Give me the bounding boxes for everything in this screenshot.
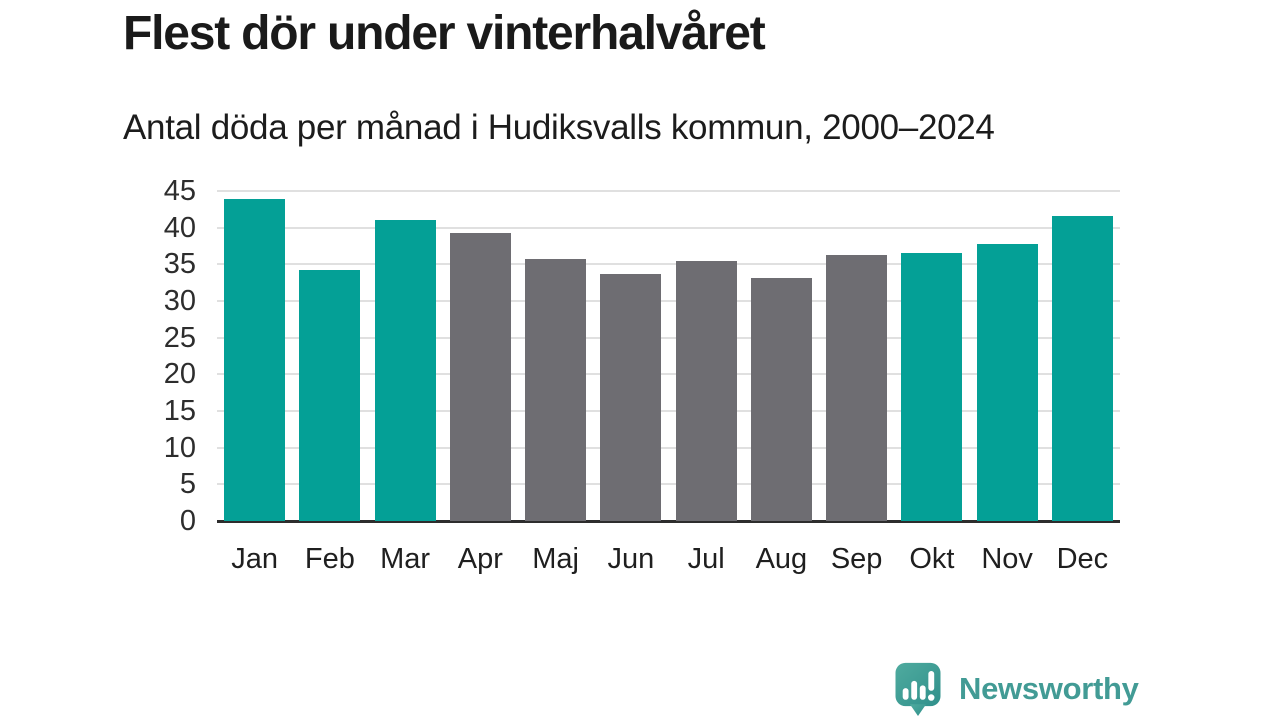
bar-nov — [976, 243, 1038, 521]
x-tick-label-feb: Feb — [304, 543, 355, 575]
y-tick-label-5: 5 — [179, 468, 196, 501]
brand-footer: Newsworthy — [891, 660, 1139, 718]
y-tick-label-20: 20 — [163, 358, 196, 391]
gridline-35 — [217, 263, 1120, 266]
y-tick-label-0: 0 — [179, 505, 196, 537]
x-tick-label-mar: Mar — [380, 543, 431, 575]
y-tick-label-40: 40 — [163, 211, 196, 244]
plot-area — [217, 190, 1120, 523]
y-tick-label-35: 35 — [163, 248, 196, 281]
bar-jun — [600, 273, 662, 521]
x-axis-line — [217, 520, 1120, 523]
bar-jan — [224, 199, 286, 521]
y-tick-label-25: 25 — [163, 321, 196, 354]
x-tick-label-dec: Dec — [1056, 543, 1109, 575]
x-tick-label-maj: Maj — [532, 543, 579, 575]
y-tick-label-10: 10 — [163, 431, 196, 464]
x-tick-label-sep: Sep — [830, 543, 883, 575]
y-tick-label-45: 45 — [163, 175, 196, 207]
x-tick-label-jul: Jul — [687, 543, 725, 575]
gridline-30 — [217, 300, 1120, 302]
y-axis: 0 5 10 15 20 25 30 35 40 45 — [0, 175, 196, 537]
gridline-5 — [217, 483, 1120, 486]
bar-jul — [675, 261, 737, 521]
y-tick-label-15: 15 — [163, 395, 196, 427]
x-tick-label-jun: Jun — [607, 543, 655, 575]
bar-mar — [374, 220, 436, 521]
x-tick-label-nov: Nov — [981, 543, 1033, 575]
chart-subtitle: Antal döda per månad i Hudiksvalls kommu… — [123, 108, 995, 147]
bar-aug — [750, 277, 812, 521]
brand-name: Newsworthy — [959, 671, 1139, 706]
x-tick-label-apr: Apr — [457, 543, 503, 575]
bar-apr — [449, 232, 511, 521]
gridline-20 — [217, 373, 1120, 376]
bar-okt — [901, 253, 963, 521]
gridline-10 — [217, 446, 1120, 449]
gridline-25 — [217, 336, 1120, 339]
x-tick-label-jan: Jan — [231, 543, 278, 575]
newsworthy-speech-bubble-chart-icon — [895, 662, 941, 716]
bar-maj — [525, 259, 587, 521]
chart-title: Flest dör under vinterhalvåret — [123, 7, 766, 60]
bar-sep — [826, 254, 888, 521]
y-tick-label-30: 30 — [163, 285, 196, 317]
x-tick-label-okt: Okt — [909, 543, 955, 575]
bar-dec — [1051, 215, 1113, 521]
x-axis-labels: Jan Feb Mar Apr Maj Jun Jul Aug Sep Okt Nov Dec — [217, 540, 1120, 578]
gridline-15 — [217, 410, 1120, 412]
gridline-40 — [217, 226, 1120, 229]
bar-feb — [299, 270, 361, 521]
gridline-45 — [217, 190, 1120, 192]
x-tick-label-aug: Aug — [755, 543, 808, 575]
